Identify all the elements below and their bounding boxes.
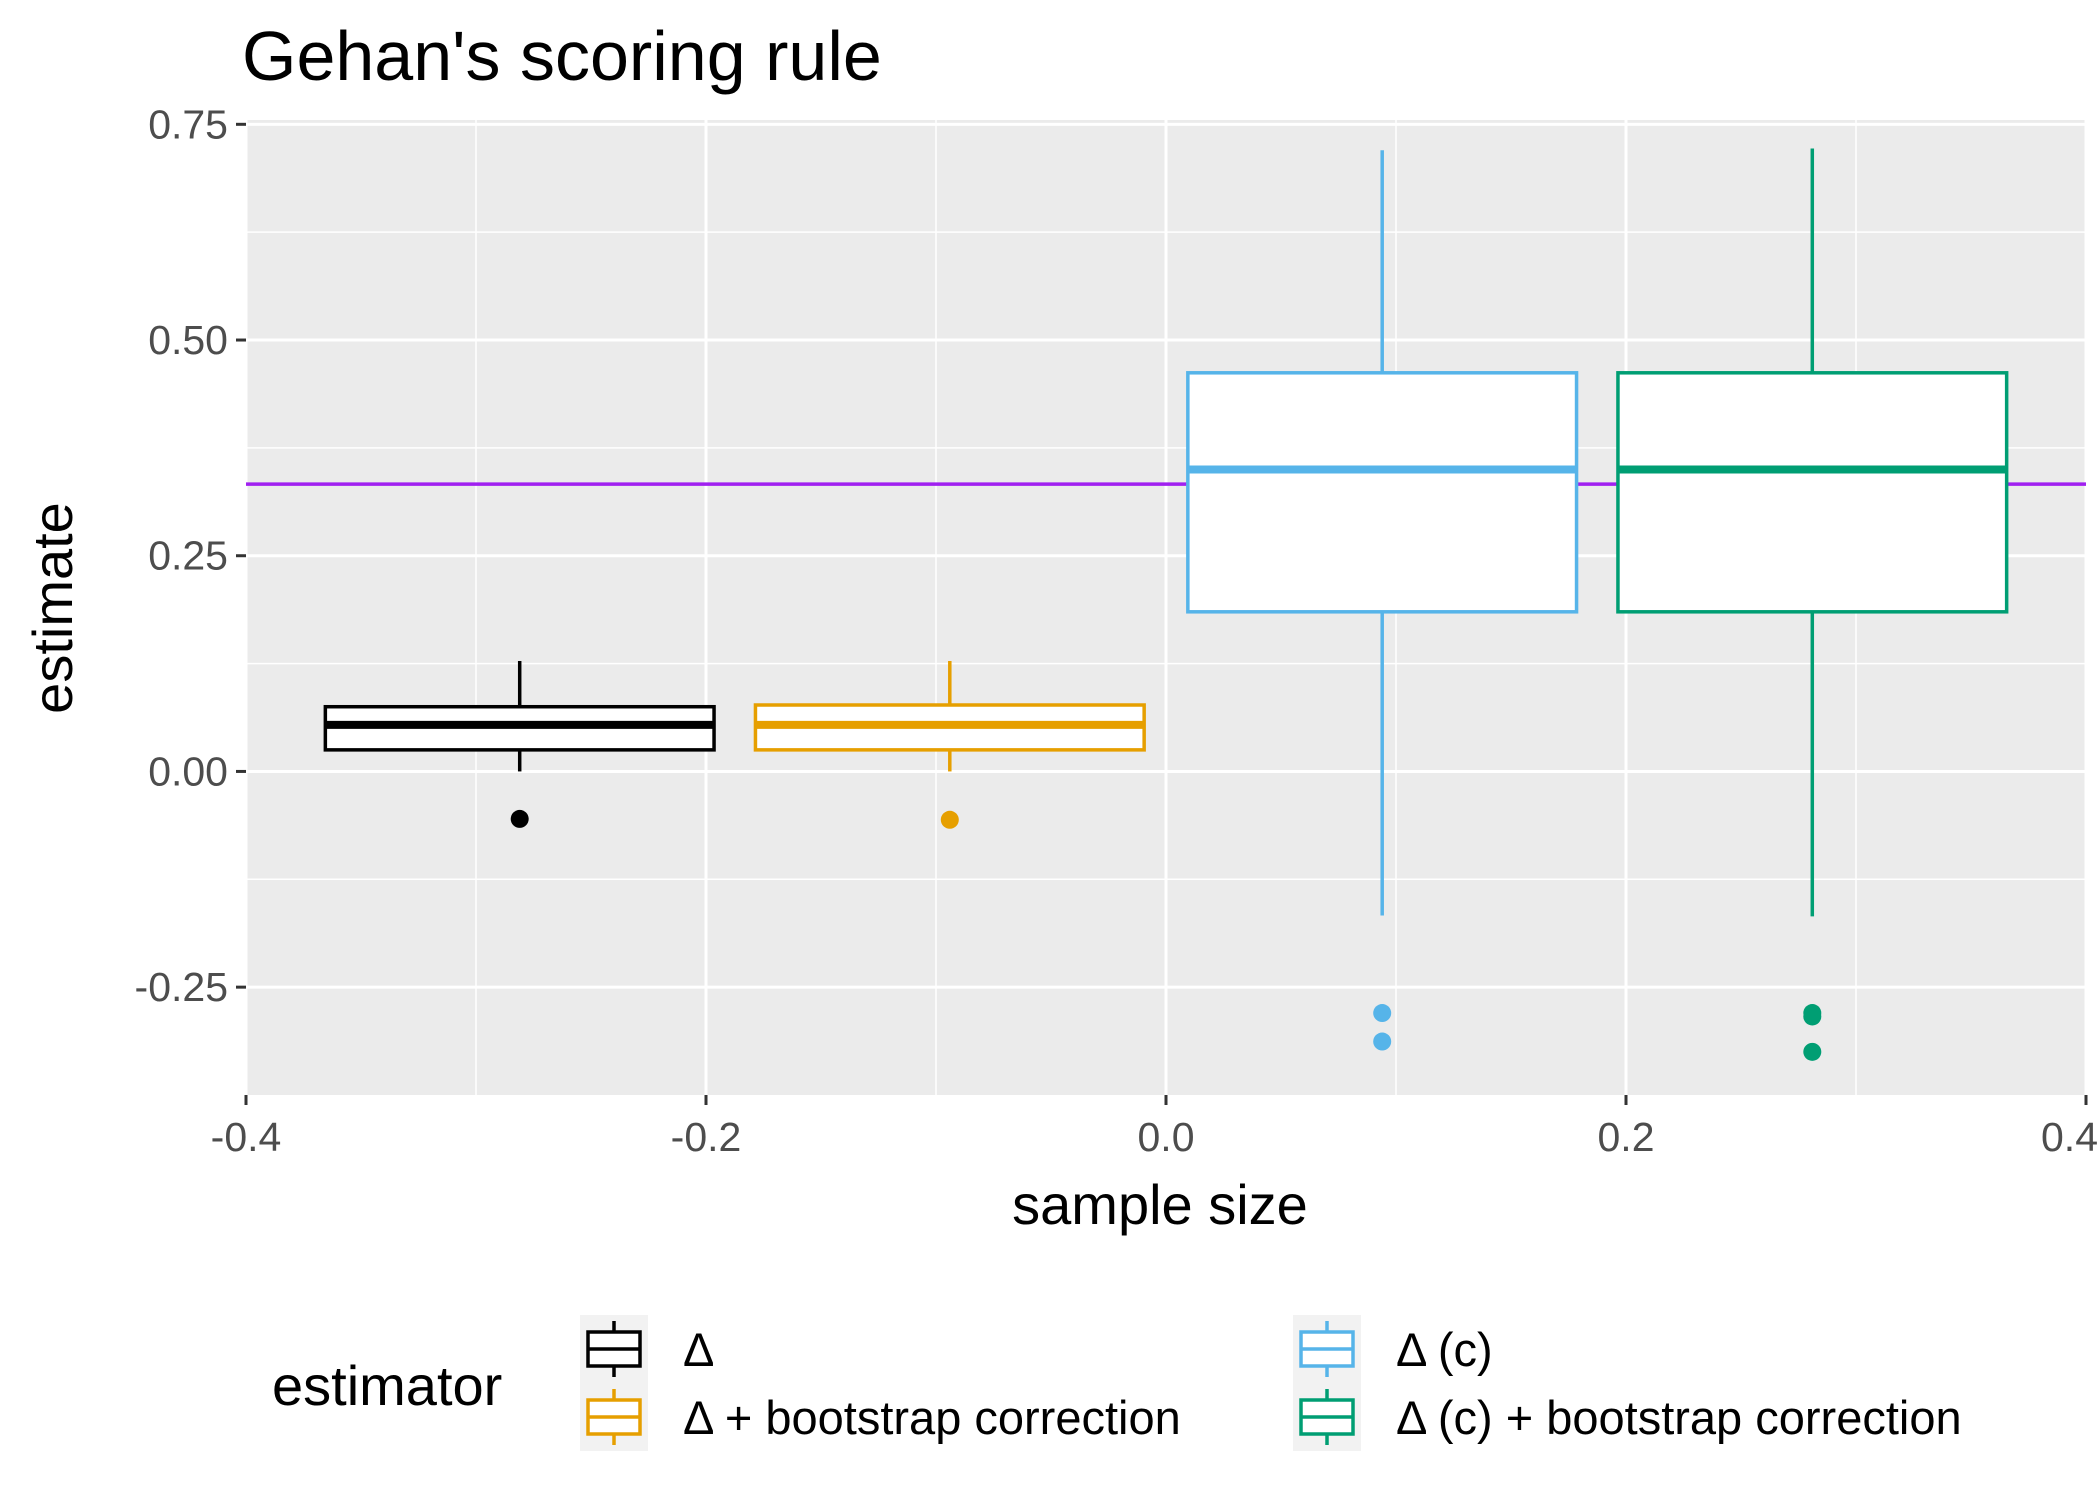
outlier-point (510, 809, 529, 828)
y-tick-label: -0.25 (135, 964, 228, 1010)
y-tick-label: 0.50 (148, 317, 228, 363)
legend-title: estimator (272, 1354, 502, 1417)
boxplot-layer (323, 148, 2009, 1061)
y-tick-label: 0.25 (148, 533, 228, 579)
legend-label: Δ + bootstrap correction (683, 1391, 1181, 1444)
boxplot-Δ (c) (1186, 150, 1579, 1051)
outlier-point (1803, 1007, 1822, 1026)
major-gridlines (244, 120, 2088, 1095)
legend-item: Δ (580, 1315, 714, 1383)
y-axis-title: estimate (21, 502, 84, 714)
x-tick-label: 0.4 (2041, 1114, 2098, 1160)
boxplot-Δ (323, 660, 716, 828)
x-axis: -0.4 -0.2 0.0 0.2 0.4 (211, 1095, 2098, 1160)
outlier-point (940, 810, 959, 829)
y-axis: -0.25 0.00 0.25 0.50 0.75 (135, 101, 246, 1010)
legend: estimator Δ Δ + bootstrap correction Δ (c)… (272, 1315, 1962, 1451)
boxplot-Δ (c) + bootstrap correction (1616, 148, 2009, 1061)
x-tick-label: 0.2 (1598, 1114, 1655, 1160)
boxplot-Δ + bootstrap correction (753, 660, 1146, 829)
legend-item: Δ + bootstrap correction (580, 1383, 1181, 1451)
x-tick-label: -0.2 (671, 1114, 742, 1160)
chart-title: Gehan's scoring rule (242, 17, 882, 95)
legend-item: Δ (c) (1293, 1315, 1493, 1383)
legend-item: Δ (c) + bootstrap correction (1293, 1383, 1962, 1451)
outlier-point (1373, 1032, 1392, 1051)
iqr-box (1186, 371, 1579, 614)
legend-label: Δ (683, 1323, 714, 1376)
y-tick-label: 0.75 (148, 101, 228, 147)
outlier-point (1803, 1042, 1822, 1061)
y-tick-label: 0.00 (148, 748, 228, 794)
iqr-box (1616, 371, 2009, 614)
outlier-point (1373, 1004, 1392, 1023)
legend-label: Δ (c) + bootstrap correction (1396, 1391, 1962, 1444)
x-axis-title: sample size (1012, 1173, 1308, 1236)
x-tick-label: 0.0 (1138, 1114, 1195, 1160)
x-tick-label: -0.4 (211, 1114, 282, 1160)
legend-label: Δ (c) (1396, 1323, 1493, 1376)
